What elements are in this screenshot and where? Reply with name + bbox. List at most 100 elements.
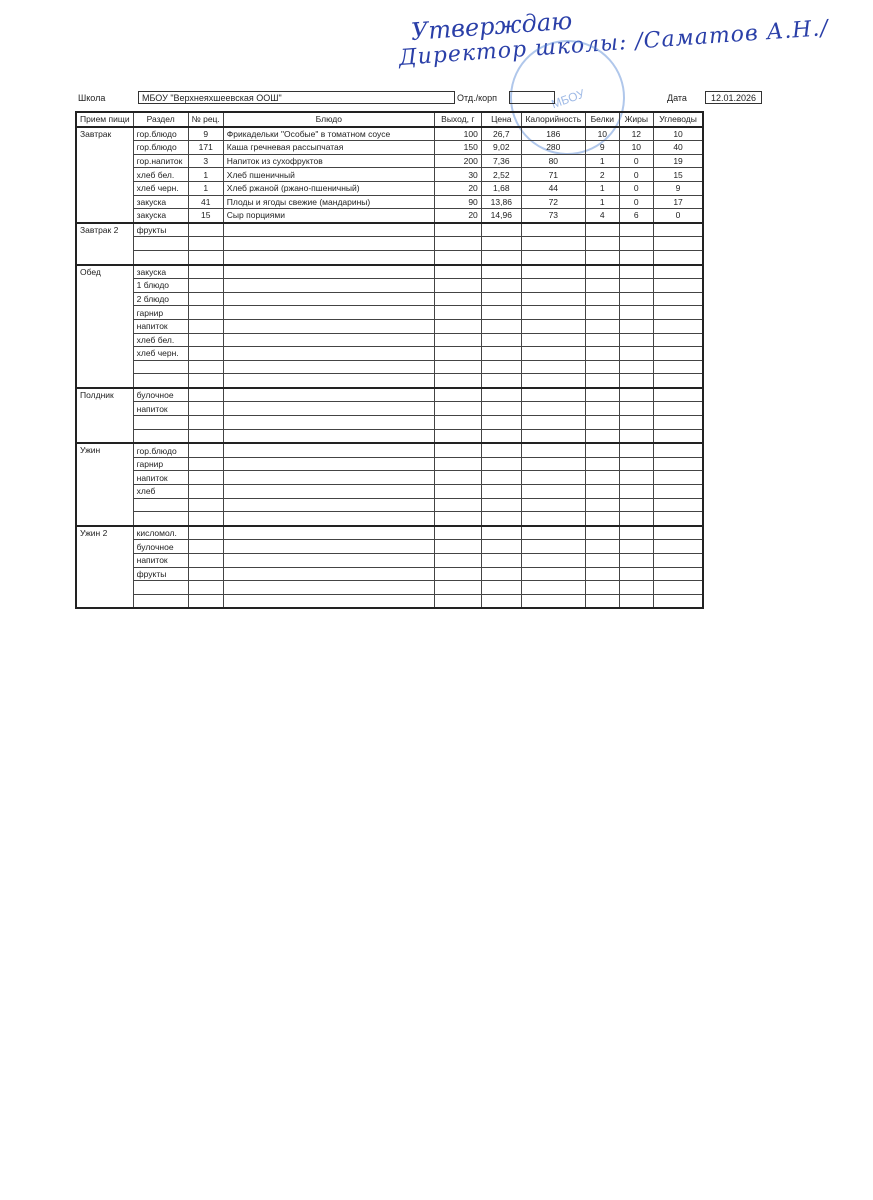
column-header: Выход, г <box>433 111 482 128</box>
table-cell: 0 <box>618 194 654 210</box>
table-cell: напиток <box>132 553 189 568</box>
table-cell <box>187 401 224 417</box>
dept-field <box>509 91 555 104</box>
table-cell <box>618 470 654 486</box>
table-cell <box>520 524 586 541</box>
meal-cell <box>75 346 134 361</box>
table-cell: напиток <box>132 401 189 417</box>
table-cell <box>222 593 435 609</box>
table-cell <box>618 359 654 375</box>
table-cell <box>187 332 224 348</box>
table-cell <box>652 236 704 251</box>
table-cell <box>480 305 522 320</box>
table-cell <box>520 511 586 527</box>
table-row: гарнир <box>75 305 704 320</box>
table-cell: 73 <box>520 208 586 224</box>
table-cell: 0 <box>618 153 654 169</box>
table-cell <box>480 524 522 541</box>
table-cell: 26,7 <box>480 125 522 142</box>
table-cell <box>222 359 435 375</box>
table-cell <box>433 484 482 499</box>
column-header: Блюдо <box>222 111 435 128</box>
table-cell <box>584 221 620 238</box>
table-cell: 200 <box>433 153 482 169</box>
table-cell <box>433 442 482 458</box>
table-cell <box>520 332 586 348</box>
table-row <box>75 428 704 444</box>
table-cell <box>618 566 654 582</box>
table-cell <box>520 456 586 472</box>
table-cell <box>520 539 586 554</box>
date-label: Дата <box>667 93 687 103</box>
meal-cell: Ужин 2 <box>75 524 134 540</box>
table-cell <box>520 236 586 251</box>
table-cell <box>187 456 224 472</box>
table-cell <box>480 593 522 609</box>
table-row: Ужин 2 кисломол. <box>75 524 704 541</box>
table-cell: 2,52 <box>480 167 522 182</box>
table-row <box>75 236 704 251</box>
table-cell: 80 <box>520 153 586 169</box>
table-cell: 1 <box>187 167 224 182</box>
table-cell: 14,96 <box>480 208 522 224</box>
table-row: хлеб <box>75 484 704 499</box>
table-row: гор.блюдо 171 Каша гречневая рассыпчатая 15… <box>75 140 704 155</box>
table-cell <box>480 386 522 403</box>
table-cell <box>222 428 435 444</box>
table-cell <box>187 263 224 280</box>
table-cell <box>652 359 704 375</box>
table-cell <box>433 511 482 527</box>
table-cell <box>584 236 620 251</box>
table-cell: хлеб черн. <box>132 180 189 196</box>
meal-cell <box>75 594 134 609</box>
table-cell: 10 <box>652 125 704 142</box>
table-cell: 71 <box>520 167 586 182</box>
table-cell <box>618 386 654 403</box>
table-cell: 13,86 <box>480 194 522 210</box>
table-cell <box>480 415 522 430</box>
table-cell <box>187 524 224 541</box>
table-cell <box>187 511 224 527</box>
table-cell: закуска <box>132 263 189 280</box>
table-cell: 2 блюдо <box>132 291 189 307</box>
table-row: Завтрак гор.блюдо 9 Фрикадельки "Особые" в … <box>75 125 704 142</box>
table-cell <box>618 236 654 251</box>
table-cell <box>652 415 704 430</box>
table-cell <box>652 539 704 554</box>
table-row: закуска 15 Сыр порциями 20 14,96 73 4 6 0 <box>75 208 704 224</box>
table-cell: напиток <box>132 470 189 486</box>
table-cell <box>433 456 482 472</box>
table-cell: 280 <box>520 140 586 155</box>
table-cell: 186 <box>520 125 586 142</box>
table-cell <box>187 442 224 458</box>
meal-cell <box>75 319 134 333</box>
table-cell <box>520 359 586 375</box>
table-cell <box>520 401 586 417</box>
table-cell <box>584 263 620 280</box>
table-cell <box>222 553 435 568</box>
table-cell <box>520 580 586 595</box>
table-row <box>75 497 704 513</box>
dept-label: Отд./корп <box>457 93 497 103</box>
table-cell: 72 <box>520 194 586 210</box>
table-cell <box>520 305 586 320</box>
table-cell <box>480 332 522 348</box>
table-cell <box>584 278 620 293</box>
table-cell <box>520 484 586 499</box>
table-cell: фрукты <box>132 221 189 238</box>
meal-cell <box>75 236 134 251</box>
table-cell <box>480 470 522 486</box>
table-cell <box>222 332 435 348</box>
table-cell <box>187 373 224 389</box>
table-cell: 15 <box>652 167 704 182</box>
table-cell <box>433 359 482 375</box>
table-cell <box>652 511 704 527</box>
table-cell <box>520 346 586 361</box>
table-cell <box>520 318 586 334</box>
table-cell <box>618 305 654 320</box>
table-cell <box>520 470 586 486</box>
table-cell <box>520 263 586 280</box>
table-cell <box>584 428 620 444</box>
table-cell <box>187 221 224 238</box>
table-cell <box>480 359 522 375</box>
